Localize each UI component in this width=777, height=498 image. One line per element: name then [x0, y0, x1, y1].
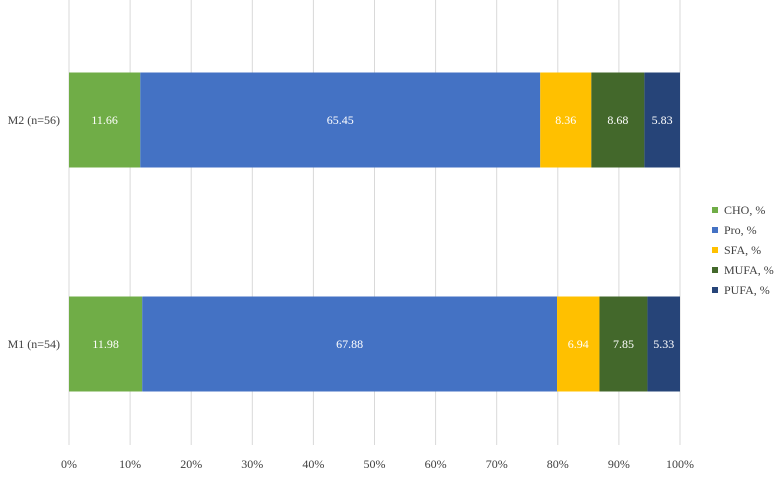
x-tick-label: 0%: [61, 457, 77, 471]
x-tick-label: 40%: [302, 457, 324, 471]
x-tick-label: 30%: [241, 457, 263, 471]
x-tick-label: 80%: [547, 457, 569, 471]
legend-swatch: [712, 247, 718, 253]
bar-segment: [69, 72, 141, 168]
category-labels: M2 (n=56) M1 (n=54): [8, 113, 60, 351]
bar-segment: [591, 72, 645, 168]
data-label: 65.45: [327, 113, 354, 127]
x-tick-label: 100%: [666, 457, 694, 471]
bar-segment: [644, 72, 680, 168]
legend-item: PUFA, %: [712, 280, 774, 300]
data-label: 8.68: [607, 113, 628, 127]
bar-segment: [142, 296, 558, 392]
legend-label: PUFA, %: [724, 282, 770, 297]
x-tick-label: 10%: [119, 457, 141, 471]
legend-label: SFA, %: [724, 242, 762, 257]
legend-item: MUFA, %: [712, 260, 774, 280]
legend-swatch: [712, 227, 718, 233]
legend-label: Pro, %: [724, 222, 757, 237]
data-label: 5.83: [652, 113, 673, 127]
legend-swatch: [712, 207, 718, 213]
data-label: 11.98: [92, 337, 119, 351]
bar-segment: [69, 296, 143, 392]
data-label: 5.33: [653, 337, 674, 351]
x-tick-label: 60%: [425, 457, 447, 471]
legend-label: CHO, %: [724, 202, 766, 217]
legend-swatch: [712, 287, 718, 293]
data-label: 67.88: [336, 337, 363, 351]
legend-item: Pro, %: [712, 220, 774, 240]
legend-swatch: [712, 267, 718, 273]
bar-segment: [647, 296, 680, 392]
bar-segment: [557, 296, 600, 392]
category-label: M2 (n=56): [8, 113, 60, 127]
x-tick-labels: 0% 10% 20% 30% 40% 50% 60% 70% 80% 90% 100%: [61, 457, 694, 471]
legend-item: SFA, %: [712, 240, 774, 260]
data-label: 6.94: [568, 337, 589, 351]
data-label: 7.85: [613, 337, 634, 351]
bar-segment: [140, 72, 541, 168]
legend-label: MUFA, %: [724, 262, 774, 277]
x-tick-label: 90%: [608, 457, 630, 471]
legend: CHO, % Pro, % SFA, % MUFA, % PUFA, %: [712, 200, 774, 300]
x-tick-label: 70%: [486, 457, 508, 471]
bar-segment: [599, 296, 648, 392]
data-labels: 11.66 65.45 8.36 8.68 5.83 11.98 67.88 6.94 7.85…: [91, 113, 674, 351]
bars: [69, 72, 680, 392]
category-label: M1 (n=54): [8, 337, 60, 351]
bar-segment: [540, 72, 592, 168]
x-tick-label: 50%: [364, 457, 386, 471]
data-label: 11.66: [91, 113, 118, 127]
x-tick-label: 20%: [180, 457, 202, 471]
data-label: 8.36: [555, 113, 576, 127]
legend-item: CHO, %: [712, 200, 774, 220]
